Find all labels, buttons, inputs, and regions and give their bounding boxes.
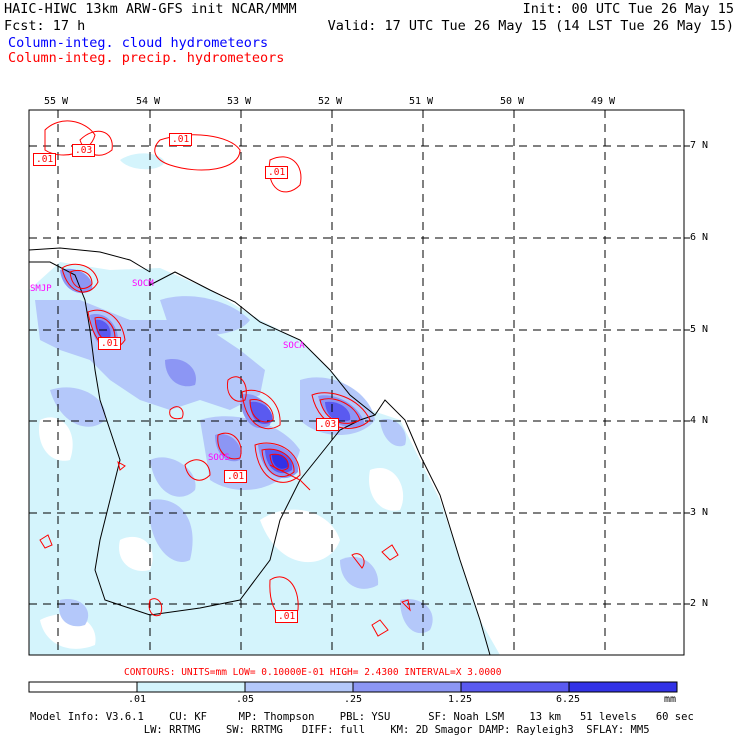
lon-label: 50 W [500, 96, 525, 107]
model-info-line1: Model Info: V3.6.1 CU: KF MP: Thompson P… [30, 711, 694, 723]
colorbar-tick: 6.25 [556, 694, 581, 705]
model-info-line2: LW: RRTMG SW: RRTMG DIFF: full KM: 2D Sm… [30, 724, 650, 736]
contour-label: .01 [265, 166, 289, 179]
contour-label: .03 [316, 418, 340, 431]
lat-ticks [684, 145, 690, 605]
lat-lon-grid [29, 110, 684, 655]
contour-label: .01 [169, 133, 193, 146]
contour-label: .01 [275, 610, 299, 623]
station-label: SOOS [208, 453, 230, 463]
lon-label: 52 W [318, 96, 343, 107]
lat-label: 4 N [690, 415, 709, 426]
header-forecast-hour: Fcst: 17 h [4, 18, 86, 34]
lat-label: 6 N [690, 232, 709, 243]
colorbar [28, 681, 678, 693]
lon-label: 55 W [44, 96, 69, 107]
colorbar-units: mm [664, 694, 677, 705]
lat-label: 7 N [690, 140, 709, 151]
header-title: HAIC-HIWC 13km ARW-GFS init NCAR/MMM [4, 1, 297, 17]
contour-label: .03 [72, 144, 96, 157]
lat-label: 2 N [690, 598, 709, 609]
lat-label: 3 N [690, 507, 709, 518]
colorbar-tick: .01 [128, 694, 147, 705]
colorbar-tick: .25 [344, 694, 363, 705]
coastline [29, 247, 491, 655]
colorbar-tick: .05 [236, 694, 255, 705]
colorbar-tick: 1.25 [448, 694, 473, 705]
lon-label: 53 W [227, 96, 252, 107]
contour-label: .01 [33, 153, 57, 166]
cloud-hydrometeor-shading [29, 153, 500, 655]
lat-label: 5 N [690, 324, 709, 335]
station-label: SMJP [30, 284, 52, 294]
map-frame [28, 109, 685, 656]
header-init-time: Init: 00 UTC Tue 26 May 15 [522, 1, 734, 17]
lon-label: 49 W [591, 96, 616, 107]
lon-label: 54 W [136, 96, 161, 107]
contour-label: .01 [224, 470, 248, 483]
header-valid-time: Valid: 17 UTC Tue 26 May 15 (14 LST Tue … [327, 18, 734, 34]
station-label: SOCM [132, 279, 154, 289]
station-label: SOCA [283, 341, 305, 351]
contour-info: CONTOURS: UNITS=mm LOW= 0.10000E-01 HIGH… [124, 667, 502, 678]
field-cloud-label: Column-integ. cloud hydrometeors [8, 35, 269, 51]
lon-label: 51 W [409, 96, 434, 107]
contour-label: .01 [98, 337, 122, 350]
field-precip-label: Column-integ. precip. hydrometeors [8, 50, 285, 66]
